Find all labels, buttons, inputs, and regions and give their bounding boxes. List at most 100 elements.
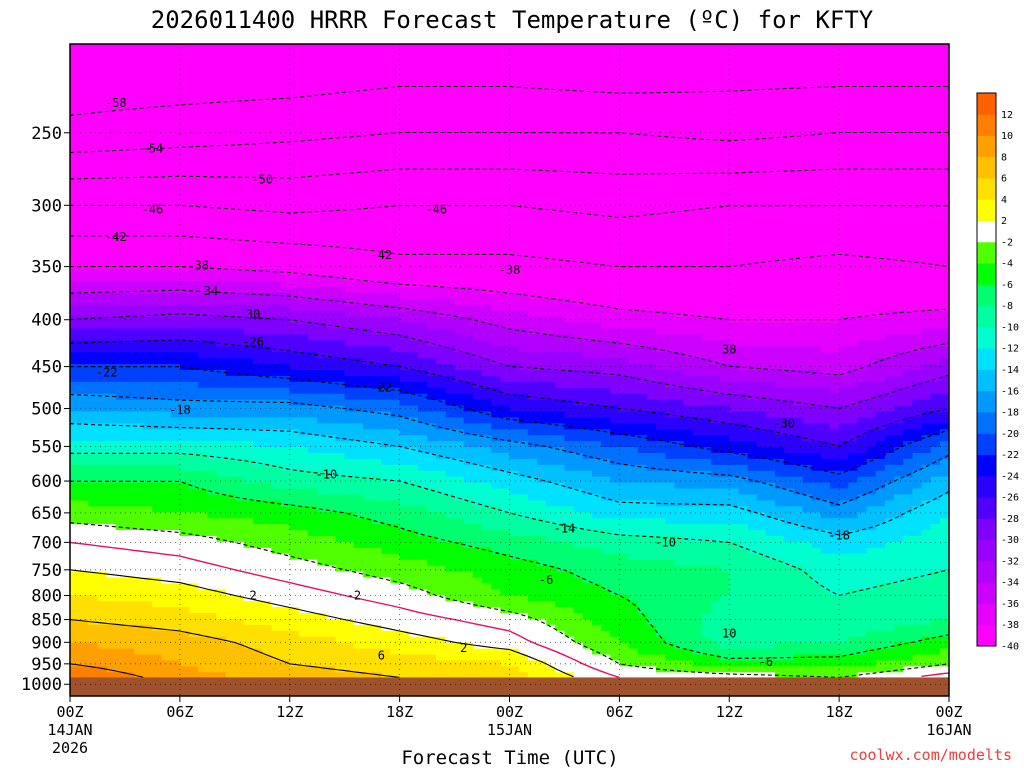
field-cell [500,55,511,63]
field-cell [518,115,529,122]
field-cell [912,245,923,253]
field-cell [536,44,547,51]
field-cell [234,328,245,336]
field-cell [656,257,666,264]
field-cell [582,263,593,270]
field-cell [894,192,904,199]
field-cell [591,346,602,353]
field-cell [582,79,593,87]
field-cell [527,61,538,69]
field-cell [720,109,730,116]
field-cell [884,67,895,75]
field-cell [793,55,804,63]
field-cell [894,233,904,241]
field-cell [518,275,529,282]
field-cell [765,233,776,241]
field-cell [802,150,813,158]
field-cell [390,180,401,187]
field-cell [509,44,520,51]
field-cell [161,97,172,104]
field-cell [775,322,785,330]
field-cell [271,61,282,69]
field-cell [198,180,208,187]
field-cell [161,340,172,347]
field-cell [555,55,566,63]
field-cell [610,174,620,181]
field-cell [646,198,657,205]
field-cell [491,316,501,324]
field-cell [811,55,822,63]
field-cell [628,174,639,181]
field-cell [765,251,776,258]
field-cell [243,115,254,122]
field-cell [784,55,794,63]
field-cell [482,215,492,223]
field-cell [408,269,419,276]
field-cell [857,174,868,181]
field-cell [756,275,767,282]
field-cell [289,44,300,51]
field-cell [445,245,456,253]
field-cell [79,233,89,241]
field-cell [463,209,474,217]
field-cell [866,186,877,193]
field-cell [656,103,666,110]
field-cell [308,287,318,294]
field-cell [353,316,364,324]
field-cell [143,298,154,306]
field-cell [289,67,300,75]
field-cell [811,138,822,146]
field-cell [436,186,447,193]
field-cell [106,91,117,98]
field-cell [280,115,291,122]
field-cell [683,209,694,217]
field-cell [802,251,813,258]
field-cell [189,263,199,270]
field-cell [189,316,199,324]
field-cell [308,174,318,181]
field-cell [298,204,309,211]
field-cell [884,44,895,51]
field-cell [408,103,419,110]
field-cell [97,257,108,264]
field-cell [701,55,712,63]
field-cell [207,97,218,104]
field-cell [848,322,859,330]
field-cell [811,287,822,294]
field-cell [143,79,154,87]
field-cell [408,198,419,205]
field-cell [482,227,492,235]
field-cell [363,115,373,122]
field-cell [445,281,456,288]
field-cell [555,115,566,122]
field-cell [454,328,465,336]
field-cell [363,245,373,253]
field-cell [207,138,218,146]
field-cell [610,67,620,75]
field-cell [747,168,758,175]
field-cell [720,334,730,341]
field-cell [802,126,813,134]
field-cell [857,257,868,264]
field-cell [262,67,273,75]
field-cell [207,316,218,324]
field-cell [363,310,373,318]
field-cell [756,79,767,87]
field-cell [564,269,575,276]
field-cell [701,209,712,217]
field-cell [884,298,895,306]
field-cell [253,115,263,122]
field-cell [564,209,575,217]
field-cell [253,44,263,51]
field-cell [70,245,80,253]
field-cell [738,150,749,158]
field-cell [829,304,840,312]
field-cell [527,174,538,181]
field-cell [628,73,639,81]
field-cell [518,180,529,187]
field-cell [170,186,181,193]
field-cell [518,132,529,140]
field-cell [335,346,346,353]
field-cell [692,269,703,276]
field-cell [408,322,419,330]
